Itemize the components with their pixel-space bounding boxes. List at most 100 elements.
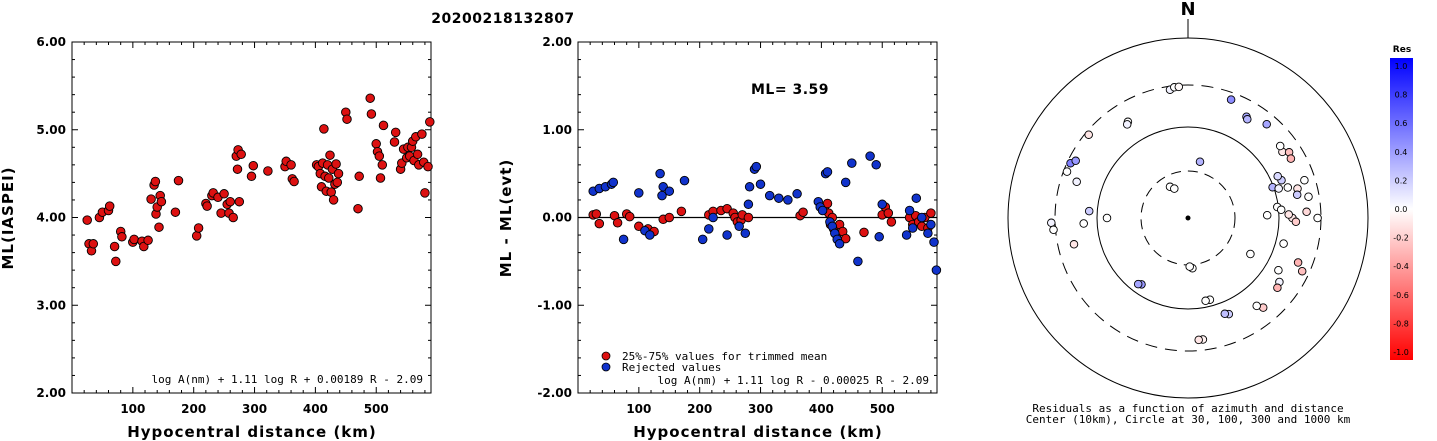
data-point xyxy=(88,239,99,249)
data-point xyxy=(612,218,623,228)
y-tick-label: 1.00 xyxy=(542,123,572,137)
colorbar-tick-label: 0.0 xyxy=(1395,205,1408,214)
data-point xyxy=(365,93,375,103)
data-point xyxy=(377,160,388,170)
data-point xyxy=(676,206,687,217)
data-point xyxy=(618,234,629,245)
data-point xyxy=(722,230,732,240)
data-point xyxy=(111,256,121,267)
y-tick-label: 4.00 xyxy=(36,211,66,225)
colorbar-tick-label: 0.4 xyxy=(1395,148,1408,157)
data-point xyxy=(333,168,344,179)
data-point xyxy=(704,224,714,234)
station-point xyxy=(1069,240,1079,249)
station-point xyxy=(1194,335,1203,345)
data-point xyxy=(594,218,605,229)
station-point xyxy=(1291,217,1301,227)
legend-label-trimmed: 25%-75% values for trimmed mean xyxy=(622,350,827,363)
station-point xyxy=(1122,120,1132,129)
data-point xyxy=(324,173,334,183)
regression-equation: log A(nm) + 1.11 log R + 0.00189 R - 2.0… xyxy=(151,373,423,386)
y-tick-label: 2.00 xyxy=(36,386,66,400)
data-point xyxy=(697,234,708,245)
data-point xyxy=(883,208,894,218)
data-point xyxy=(929,237,939,247)
data-point xyxy=(366,109,377,119)
data-point xyxy=(374,151,385,161)
data-point xyxy=(859,227,869,238)
station-point xyxy=(1293,258,1303,267)
colorbar-title: Res xyxy=(1393,45,1411,55)
station-point xyxy=(1300,175,1309,185)
data-point xyxy=(263,166,273,176)
y-tick-label: 3.00 xyxy=(36,298,66,312)
data-point xyxy=(143,235,153,246)
data-point xyxy=(104,201,115,211)
azimuth-residual-panel: N Residuals as a function of azimuth and… xyxy=(1007,0,1369,426)
data-point xyxy=(591,209,602,219)
data-point xyxy=(225,196,235,207)
y-tick-label: 6.00 xyxy=(36,35,66,49)
x-tick-label: 100 xyxy=(120,402,145,416)
x-tick-label: 500 xyxy=(364,402,389,416)
station-point xyxy=(1084,206,1094,216)
data-point xyxy=(911,193,922,203)
data-point xyxy=(129,234,139,245)
data-point xyxy=(246,171,257,182)
station-point xyxy=(1273,283,1282,293)
station-point xyxy=(1262,210,1272,220)
station-point xyxy=(1243,115,1252,124)
data-point xyxy=(847,158,857,168)
legend-label-rejected: Rejected values xyxy=(622,361,721,374)
x-axis-label: Hypocentral distance (km) xyxy=(633,423,883,441)
station-point xyxy=(1283,183,1293,192)
station-point xyxy=(1313,213,1322,223)
data-point xyxy=(743,212,754,223)
colorbar-tick-label: -0.4 xyxy=(1393,262,1409,271)
station-point xyxy=(1286,154,1296,163)
data-point xyxy=(354,171,364,182)
regression-equation: log A(nm) + 1.11 log R - 0.00025 R - 2.0… xyxy=(657,374,929,387)
data-point xyxy=(289,176,299,187)
y-tick-label: 0.00 xyxy=(542,211,572,225)
data-point xyxy=(417,129,427,139)
residual-colorbar: Res 1.0 0.8 0.6 0.4 0.2 0.0 -0.2 -0.4 -0.6 -0.8 -1… xyxy=(1390,45,1413,360)
data-point xyxy=(634,188,644,198)
x-tick-label: 200 xyxy=(687,402,712,416)
station-point xyxy=(1062,167,1072,176)
data-point xyxy=(874,232,884,242)
data-point xyxy=(425,117,435,127)
data-point xyxy=(219,189,229,199)
colorbar-tick-label: -0.6 xyxy=(1393,291,1409,300)
station-point xyxy=(1279,239,1288,248)
data-point xyxy=(708,212,718,223)
data-point xyxy=(834,239,845,249)
data-point xyxy=(412,149,423,160)
station-points xyxy=(1047,82,1322,345)
data-point xyxy=(853,256,863,267)
station-point xyxy=(1284,210,1293,219)
data-point xyxy=(822,167,833,177)
data-point xyxy=(764,190,775,201)
data-point xyxy=(423,161,433,172)
colorbar-tick-label: 0.8 xyxy=(1395,91,1408,100)
data-point xyxy=(325,150,335,160)
colorbar-gradient xyxy=(1390,58,1413,360)
data-point xyxy=(326,187,336,197)
x-axis-label: Hypocentral distance (km) xyxy=(127,423,377,441)
x-tick-label: 500 xyxy=(870,402,895,416)
data-point xyxy=(232,164,243,174)
data-point xyxy=(202,201,212,211)
data-point xyxy=(926,219,936,230)
data-points xyxy=(588,151,942,275)
data-point xyxy=(664,212,675,223)
station-point xyxy=(1072,177,1081,187)
colorbar-tick-label: 0.6 xyxy=(1395,119,1408,128)
data-point xyxy=(751,161,762,172)
x-tick-label: 200 xyxy=(181,402,206,416)
data-point xyxy=(371,139,381,149)
x-tick-label: 300 xyxy=(748,402,773,416)
station-point xyxy=(1071,156,1080,166)
data-point xyxy=(871,160,881,170)
data-point xyxy=(901,230,912,240)
